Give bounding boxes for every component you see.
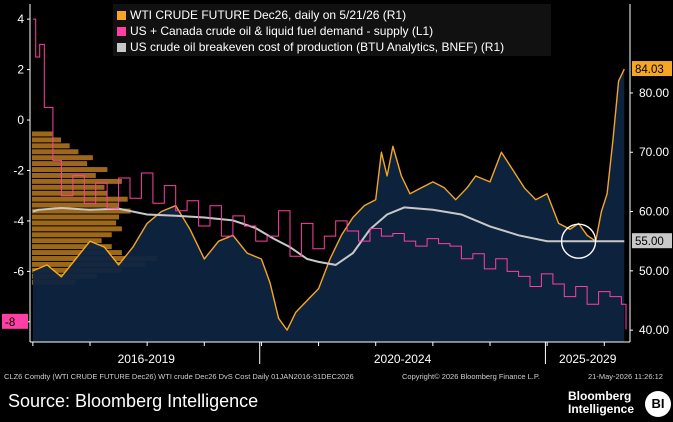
- histogram-bar: [32, 220, 117, 226]
- left-tick-label: -6: [13, 264, 24, 278]
- right-tick-label: 80.00: [639, 86, 669, 100]
- histogram-bar: [32, 214, 119, 220]
- right-tick-label: 50.00: [639, 264, 669, 278]
- wti-line: [32, 68, 625, 331]
- wti-series: [32, 68, 625, 342]
- footer-copyright: Copyright© 2026 Bloomberg Finance L.P.: [402, 372, 540, 381]
- legend-entry-demand-supply: US + Canada crude oil & liquid fuel dema…: [117, 24, 433, 38]
- histogram-bar: [32, 155, 93, 161]
- right-tick-label: 70.00: [639, 145, 669, 159]
- chart-legend: WTI CRUDE FUTURE Dec26, daily on 5/21/26…: [113, 4, 551, 56]
- legend-label-demand-supply: US + Canada crude oil & liquid fuel dema…: [130, 24, 434, 38]
- left-tick-label: 0: [17, 113, 24, 127]
- histogram-bar: [32, 178, 122, 184]
- legend-swatch-demand-supply: [117, 27, 126, 37]
- demand-supply-line: [32, 18, 627, 330]
- highlight-circle: [560, 223, 597, 259]
- histogram-bar: [32, 137, 61, 143]
- histogram-bar: [32, 173, 96, 178]
- brand-line-1: Bloomberg: [568, 389, 632, 403]
- histogram-bar: [32, 149, 79, 155]
- demand-supply-series: [32, 18, 627, 330]
- footer-series-info: CLZ6 Comdty (WTI CRUDE FUTURE Dec26) WTI…: [4, 372, 354, 381]
- left-tick-label: -4: [13, 214, 24, 228]
- breakeven-last-value-box: [632, 233, 672, 249]
- bi-logo-icon: BI: [645, 391, 671, 417]
- histogram-bar: [32, 190, 108, 196]
- breakeven-last-value: 55.00: [635, 236, 664, 248]
- left-tick-label: 2: [17, 63, 24, 77]
- histogram-bar: [32, 238, 102, 244]
- histogram-bar: [32, 232, 112, 238]
- legend-label-breakeven: US crude oil breakeven cost of productio…: [130, 40, 505, 54]
- legend-entry-wti: WTI CRUDE FUTURE Dec26, daily on 5/21/26…: [117, 8, 406, 22]
- demand-supply-last-value-box: [2, 313, 28, 329]
- left-tick-label: 4: [17, 12, 24, 26]
- histogram-bar: [32, 250, 122, 256]
- histogram-bar: [32, 143, 70, 149]
- histogram-bar: [32, 161, 88, 167]
- legend-swatch-wti: [117, 11, 126, 21]
- right-tick-label: 40.00: [639, 323, 669, 337]
- legend-label-wti: WTI CRUDE FUTURE Dec26, daily on 5/21/26…: [130, 8, 407, 22]
- wti-last-value: 84.03: [635, 64, 664, 76]
- histogram-bar: [32, 131, 53, 137]
- histogram-bar: [32, 202, 119, 208]
- histogram-bar: [32, 208, 131, 214]
- breakeven-series: [32, 206, 625, 266]
- period-label: 2025-2029: [559, 352, 617, 366]
- histogram-bar: [32, 196, 128, 202]
- left-tick-label: -2: [13, 163, 24, 177]
- brand-line-2: Intelligence: [568, 402, 635, 416]
- demand-supply-last-value: -8: [5, 317, 15, 329]
- legend-swatch-breakeven: [117, 43, 126, 53]
- period-label: 2016-2019: [118, 352, 176, 366]
- legend-entry-breakeven: US crude oil breakeven cost of productio…: [117, 40, 504, 54]
- histogram-bar: [32, 167, 108, 172]
- histogram-bar: [32, 226, 122, 232]
- source-caption: Source: Bloomberg Intelligence: [8, 391, 259, 411]
- footer-timestamp: 21-May-2026 11:26:12: [588, 372, 663, 381]
- brand-logo-text: Bloomberg Intelligence: [568, 390, 638, 416]
- right-tick-label: 60.00: [639, 205, 669, 219]
- breakeven-line: [32, 206, 625, 266]
- value-labels: 84.03 55.00 -8: [2, 61, 672, 329]
- period-label: 2020-2024: [374, 352, 432, 366]
- wti-last-value-box: [632, 61, 672, 77]
- histogram-bar: [32, 184, 105, 190]
- histogram-bar: [32, 244, 112, 250]
- wti-area-fill: [32, 69, 625, 342]
